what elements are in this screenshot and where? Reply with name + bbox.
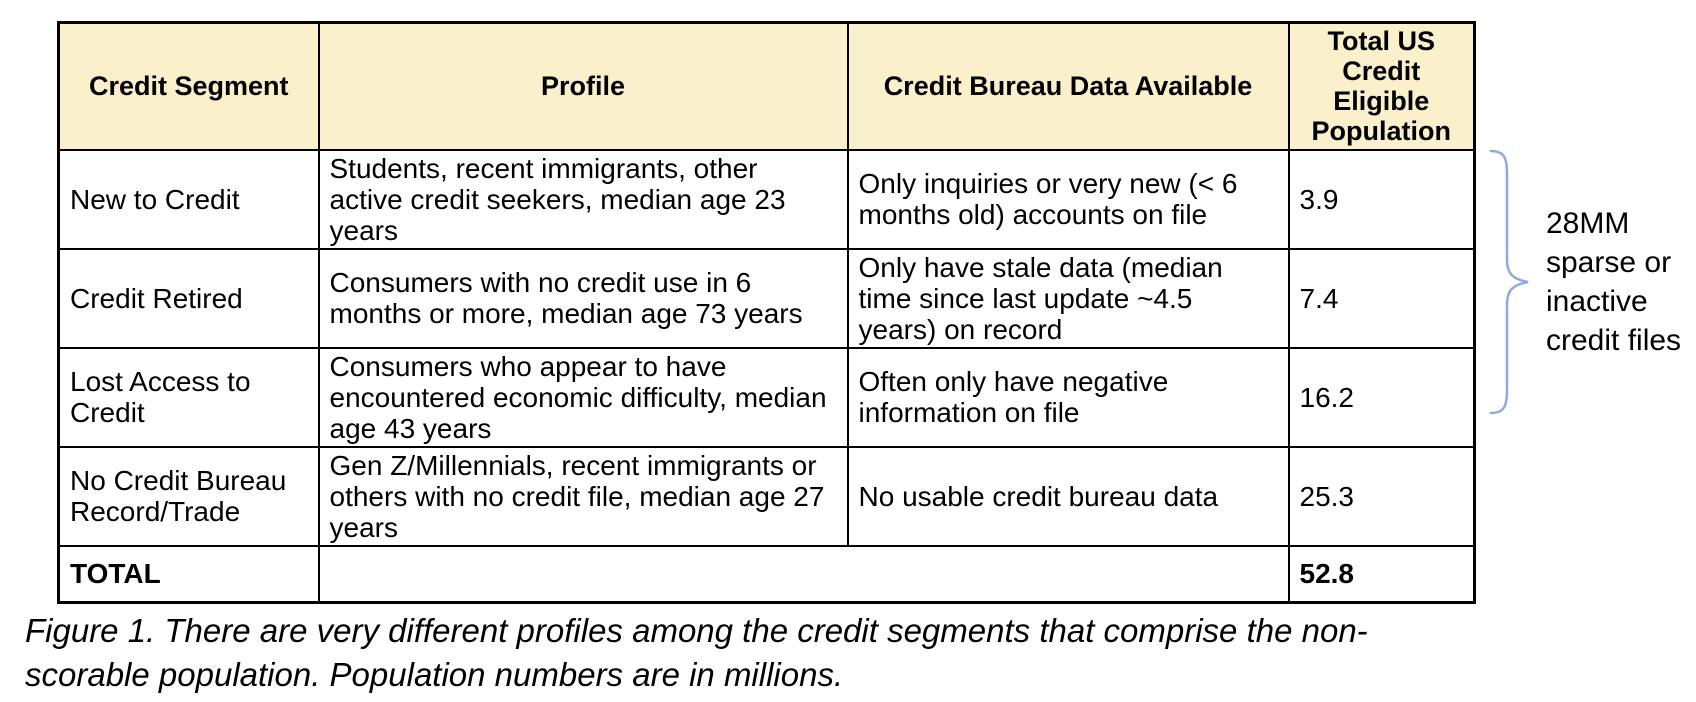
header-total-population: Total US Credit Eligible Population [1287, 21, 1476, 151]
annotation-line: credit files [1546, 324, 1682, 357]
bureau-cell: Often only have negative information on … [846, 346, 1290, 448]
annotation-line: inactive [1546, 285, 1648, 318]
annotation-line: 28MM [1546, 207, 1630, 240]
caption-line: Figure 1. There are very different profi… [25, 612, 1368, 649]
table-row: New to Credit Students, recent immigrant… [57, 148, 1476, 250]
bureau-cell: No usable credit bureau data [846, 445, 1290, 547]
population-cell: 7.4 [1287, 247, 1476, 349]
bureau-cell: Only inquiries or very new (< 6 months o… [846, 148, 1290, 250]
total-empty-cell [317, 544, 1290, 604]
segment-cell: Credit Retired [57, 247, 320, 349]
table-row: Credit Retired Consumers with no credit … [57, 247, 1476, 349]
figure-caption: Figure 1. There are very different profi… [25, 609, 1368, 697]
profile-cell: Consumers with no credit use in 6 months… [317, 247, 849, 349]
header-credit-bureau-data: Credit Bureau Data Available [846, 21, 1290, 151]
caption-line: scorable population. Population numbers … [25, 656, 844, 693]
bureau-cell: Only have stale data (median time since … [846, 247, 1290, 349]
segment-cell: New to Credit [57, 148, 320, 250]
header-profile: Profile [317, 21, 849, 151]
table-header-row: Credit Segment Profile Credit Bureau Dat… [57, 21, 1476, 151]
population-cell: 25.3 [1287, 445, 1476, 547]
segment-cell: No Credit Bureau Record/Trade [57, 445, 320, 547]
population-cell: 3.9 [1287, 148, 1476, 250]
population-cell: 16.2 [1287, 346, 1476, 448]
credit-segments-table: Credit Segment Profile Credit Bureau Dat… [57, 21, 1476, 604]
bracket-annotation: 28MM sparse or inactive credit files [1546, 204, 1681, 360]
table-row: Lost Access to Credit Consumers who appe… [57, 346, 1476, 448]
total-row: TOTAL 52.8 [57, 544, 1476, 604]
header-credit-segment: Credit Segment [57, 21, 320, 151]
table-row: No Credit Bureau Record/Trade Gen Z/Mill… [57, 445, 1476, 547]
total-population-cell: 52.8 [1287, 544, 1476, 604]
annotation-line: sparse or [1546, 246, 1672, 279]
profile-cell: Students, recent immigrants, other activ… [317, 148, 849, 250]
segment-cell: Lost Access to Credit [57, 346, 320, 448]
profile-cell: Consumers who appear to have encountered… [317, 346, 849, 448]
total-label-cell: TOTAL [57, 544, 320, 604]
curly-brace-icon [1489, 149, 1529, 415]
profile-cell: Gen Z/Millennials, recent immigrants or … [317, 445, 849, 547]
